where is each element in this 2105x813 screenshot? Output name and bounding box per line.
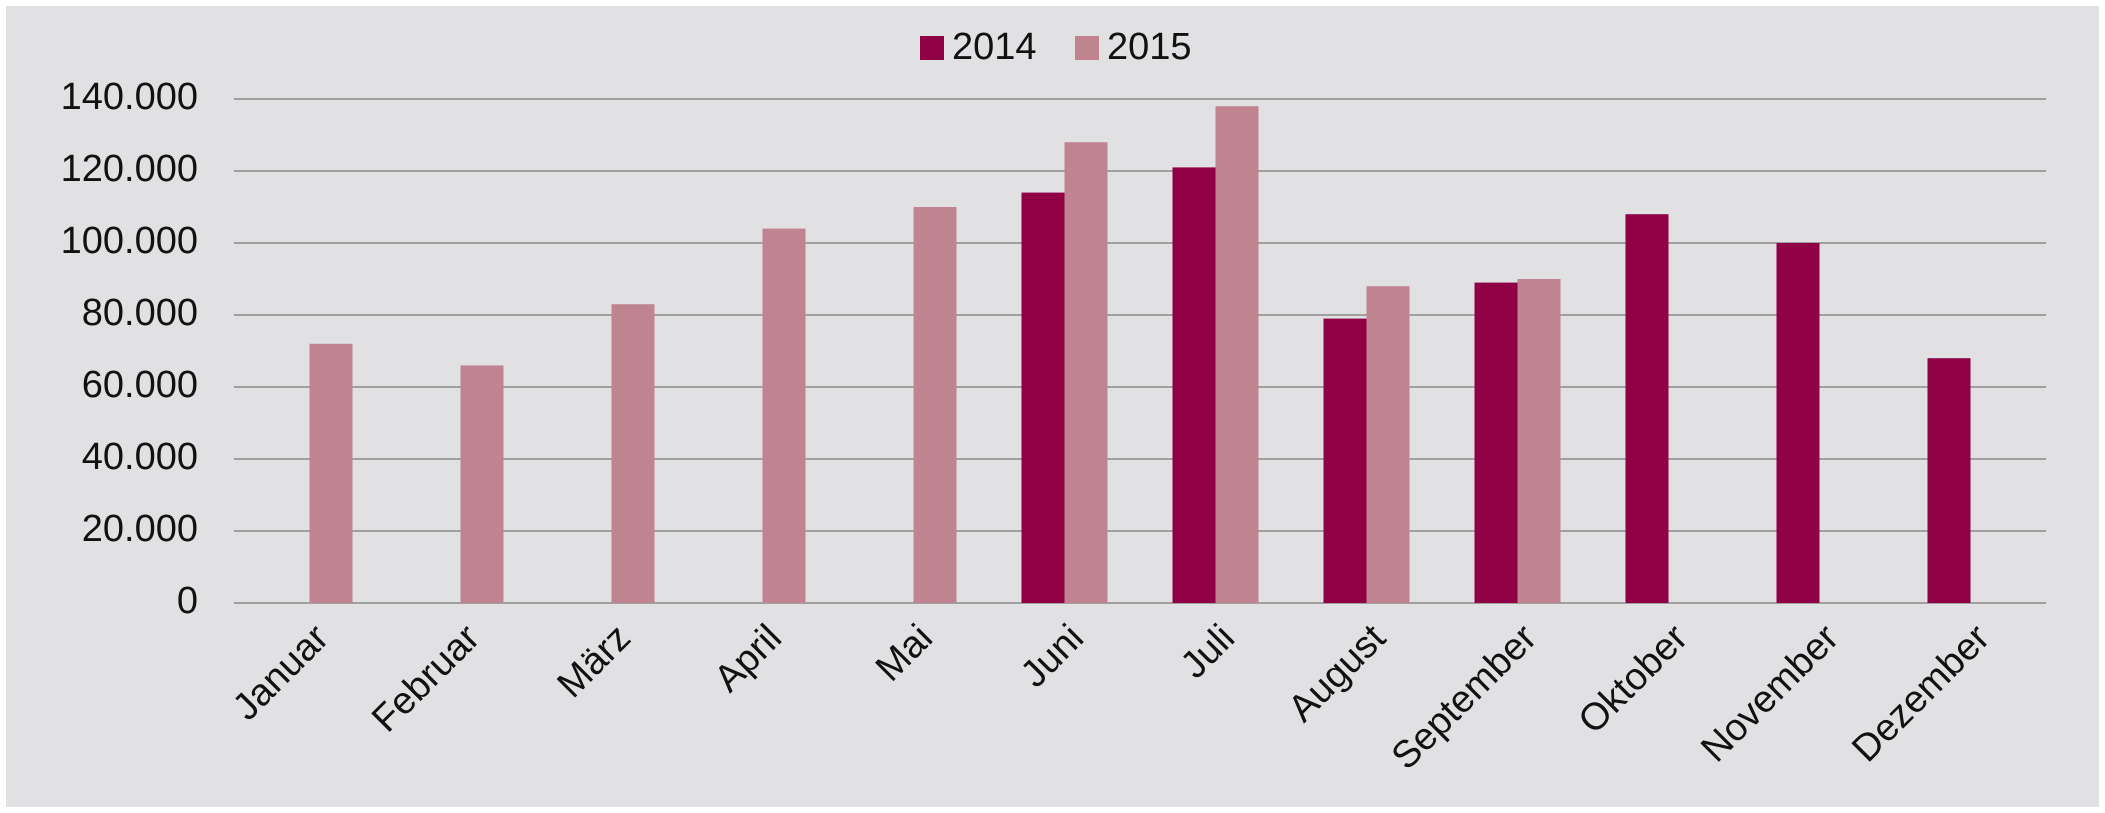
bar	[1776, 243, 1820, 603]
bar	[1927, 358, 1971, 603]
bar	[1064, 142, 1108, 603]
y-tick-label: 80.000	[82, 292, 198, 334]
bar	[309, 343, 353, 603]
bar	[460, 365, 504, 603]
bar	[1474, 282, 1518, 603]
bar	[611, 304, 655, 603]
y-tick-label: 20.000	[82, 508, 198, 550]
y-tick-label: 40.000	[82, 436, 198, 478]
legend-label: 2014	[952, 26, 1037, 68]
bar	[1172, 167, 1216, 603]
legend-swatch	[1075, 36, 1099, 60]
y-tick-label: 140.000	[61, 76, 198, 118]
bar	[1215, 106, 1259, 603]
legend-label: 2015	[1107, 26, 1192, 68]
bar	[1323, 318, 1367, 603]
bar	[913, 207, 957, 603]
y-tick-label: 100.000	[61, 220, 198, 262]
bar	[1366, 286, 1410, 603]
y-tick-label: 120.000	[61, 148, 198, 190]
y-tick-label: 60.000	[82, 364, 198, 406]
bar	[1625, 214, 1669, 603]
legend-swatch	[920, 36, 944, 60]
bar	[762, 228, 806, 603]
bar	[1021, 192, 1065, 603]
y-tick-label: 0	[177, 580, 198, 622]
bar	[1517, 279, 1561, 603]
